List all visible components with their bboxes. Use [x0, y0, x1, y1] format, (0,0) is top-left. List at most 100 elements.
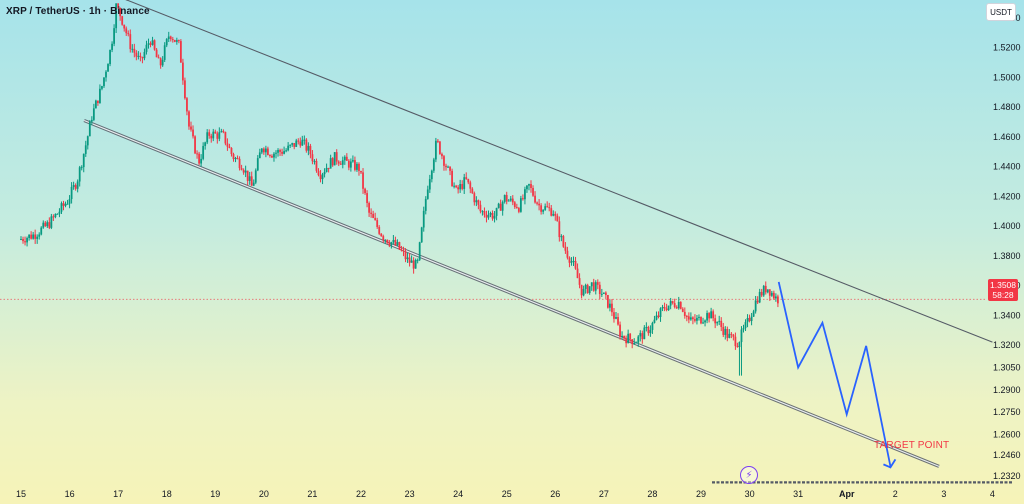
candle-body [475, 200, 478, 203]
candle-body [352, 160, 354, 162]
candle-body [50, 216, 53, 228]
candle-body [319, 175, 322, 180]
candle-body [267, 148, 269, 156]
candle-body [194, 136, 196, 154]
candle-body [46, 222, 49, 227]
candle-body [694, 319, 696, 321]
candle-body [777, 296, 779, 304]
candle-body [772, 292, 775, 299]
candle-body [44, 222, 47, 227]
candle-body [236, 158, 239, 160]
candle-body [754, 300, 757, 312]
candle-body [307, 145, 310, 151]
candle-body [459, 184, 462, 190]
candle-body [708, 313, 710, 319]
y-tick-label: 1.3200 [993, 340, 1021, 350]
candle-body [685, 315, 688, 317]
candle-body [661, 306, 664, 309]
candle-body [774, 296, 777, 299]
candle-body [609, 303, 611, 308]
x-tick-label: 22 [356, 489, 366, 499]
candle-body [615, 317, 617, 319]
candle-body [64, 203, 67, 206]
candle-body [200, 158, 203, 164]
candle-body [376, 220, 379, 227]
candle-body [706, 313, 708, 321]
channel-upper-line [125, 0, 993, 343]
candle-body [78, 167, 81, 182]
candle-body [621, 335, 623, 337]
candle-body [689, 317, 692, 320]
candle-body [489, 212, 492, 215]
candle-body [627, 333, 630, 344]
candle-body [736, 346, 739, 348]
candle-body [167, 36, 170, 40]
candle-body [572, 260, 575, 262]
candle-body [171, 39, 174, 41]
lightning-icon[interactable]: ⚡ [740, 466, 758, 484]
candle-body [123, 24, 126, 29]
candle-body [66, 203, 69, 205]
candle-body [173, 39, 176, 42]
candle-body [447, 166, 449, 168]
candle-body [465, 177, 468, 179]
candle-body [681, 308, 684, 312]
candle-body [469, 182, 472, 189]
x-tick-label: Apr [839, 489, 855, 499]
candle-body [129, 34, 132, 50]
projection-arrowhead [883, 458, 897, 469]
candle-body [580, 284, 583, 296]
candle-body [283, 151, 285, 154]
projection-path [777, 281, 892, 467]
candle-body [386, 239, 389, 244]
candle-body [574, 260, 577, 269]
candle-body [121, 16, 124, 25]
candle-body [400, 249, 403, 251]
candle-body [643, 327, 646, 340]
candle-body [439, 141, 441, 154]
candle-body [607, 295, 609, 308]
candle-body [28, 234, 30, 239]
candle-body [244, 170, 247, 173]
candle-body [394, 239, 397, 246]
x-tick-label: 20 [259, 489, 269, 499]
target-point-label: TARGET POINT [874, 440, 950, 451]
candle-body [499, 203, 502, 211]
candle-body [473, 193, 476, 203]
current-price-tag: 1.3508 58:28 [988, 279, 1018, 301]
candle-body [72, 185, 75, 187]
candle-body [629, 333, 632, 340]
currency-badge[interactable]: USDT [986, 3, 1016, 21]
candle-body [133, 48, 136, 53]
candle-body [659, 308, 662, 318]
candle-body [752, 311, 755, 317]
candle-body [273, 153, 275, 158]
candle-body [762, 285, 765, 296]
candle-body [84, 145, 87, 154]
candle-body [68, 199, 71, 204]
candle-body [457, 187, 460, 190]
candle-body [430, 170, 433, 180]
candle-body [315, 160, 318, 171]
candle-body [455, 185, 458, 188]
candle-body [297, 140, 300, 142]
candle-body [546, 206, 549, 208]
candle-body [487, 214, 490, 218]
candle-body [24, 241, 26, 243]
y-tick-label: 1.4200 [993, 191, 1021, 201]
candle-body [513, 202, 516, 208]
x-tick-label: 23 [405, 489, 415, 499]
candle-body [410, 260, 413, 263]
candle-body [204, 142, 207, 146]
candle-body [349, 161, 352, 168]
candle-body [750, 316, 753, 322]
candle-body [311, 154, 314, 162]
candle-body [414, 259, 417, 269]
candle-body [528, 184, 530, 186]
x-tick-label: 27 [599, 489, 609, 499]
candle-body [390, 242, 393, 246]
candle-body [554, 213, 557, 216]
candle-body [548, 207, 551, 209]
candle-body [422, 210, 425, 228]
